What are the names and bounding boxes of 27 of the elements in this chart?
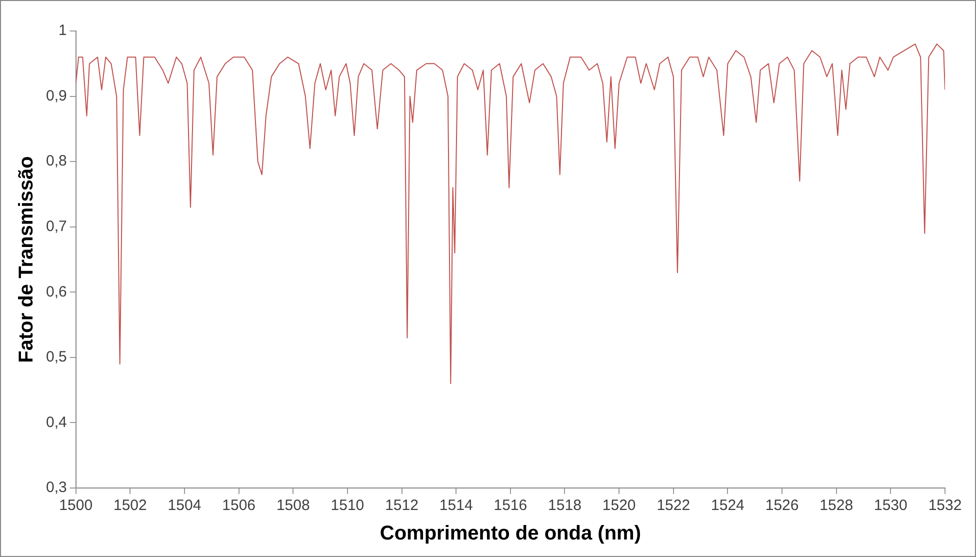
x-tick-label: 1506 [222,497,256,514]
x-tick-label: 1532 [928,497,962,514]
x-tick-label: 1508 [276,497,310,514]
x-tick-label: 1514 [439,497,473,514]
y-tick-label: 0,7 [46,218,67,235]
x-tick-label: 1516 [494,497,528,514]
y-tick-label: 0,6 [46,283,67,300]
y-tick-label: 0,3 [46,479,67,496]
x-tick-label: 1524 [711,497,744,514]
x-tick-label: 1500 [59,497,93,514]
y-tick-label: 0,5 [46,348,67,366]
y-tick-label: 0,4 [46,414,67,431]
x-tick-label: 1502 [113,497,147,514]
y-axis-title: Fator de Transmissão [16,156,38,363]
x-tick-label: 1522 [656,497,690,514]
x-tick-label: 1526 [765,497,799,514]
y-tick-label: 0,9 [46,87,67,104]
y-tick-label: 1 [58,22,67,40]
x-tick-label: 1520 [602,497,636,514]
x-tick-label: 1528 [820,497,854,514]
x-axis-title: Comprimento de onda (nm) [380,522,641,545]
y-tick-label: 0,8 [46,152,67,170]
x-tick-label: 1510 [330,497,364,514]
x-tick-label: 1512 [385,497,418,514]
x-tick-label: 1518 [548,497,582,514]
x-tick-label: 1530 [874,497,908,514]
x-tick-label: 1504 [168,497,202,514]
